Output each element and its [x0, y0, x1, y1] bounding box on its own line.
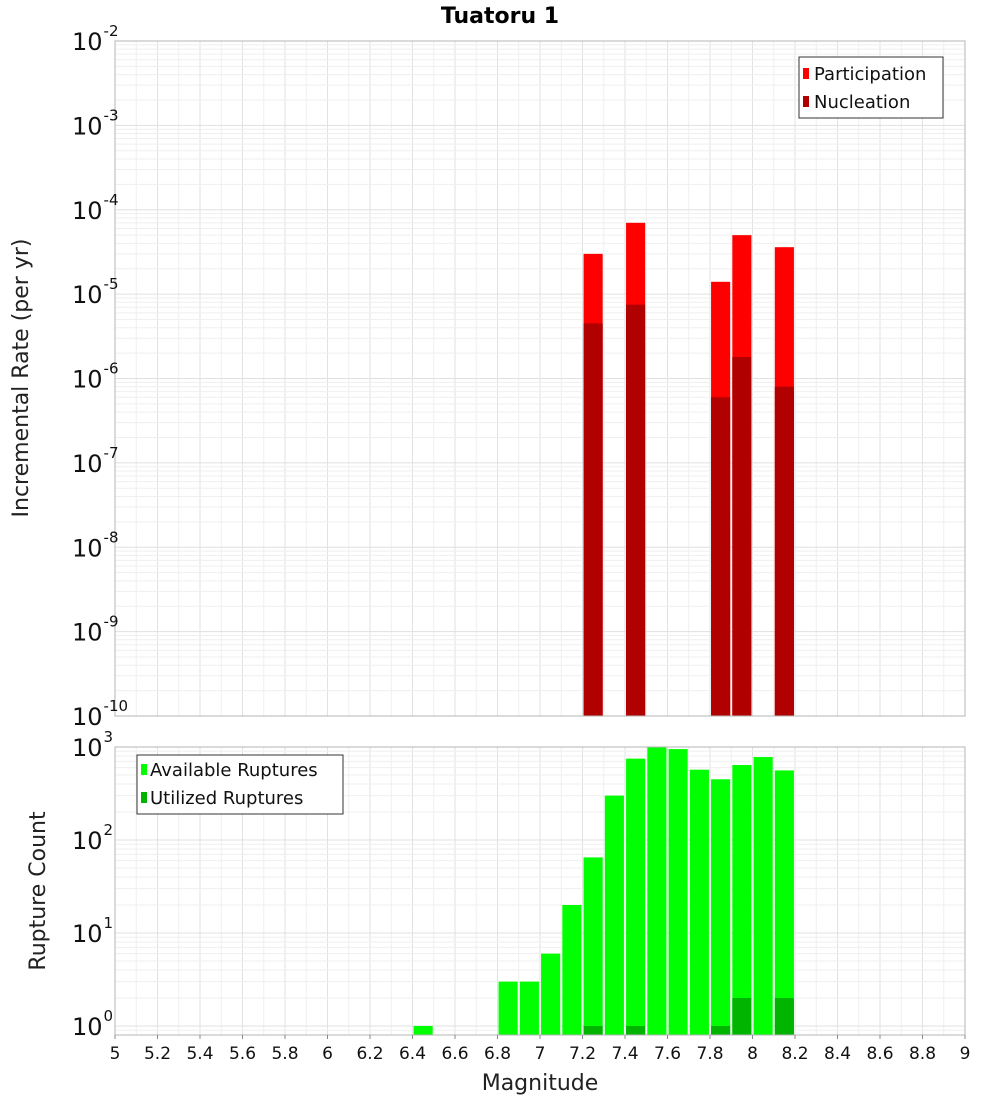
bottom-bar-a — [498, 981, 518, 1035]
bottom-bar-b — [583, 1025, 603, 1035]
top-bar-b — [711, 397, 731, 716]
x-tick-label: 5.2 — [144, 1044, 171, 1064]
x-tick-label: 7.4 — [611, 1044, 638, 1064]
x-tick-label: 8.8 — [909, 1044, 936, 1064]
bottom-bar-a — [413, 1025, 433, 1035]
bottom-bar-a — [583, 857, 603, 1035]
bottom-y-tick-label: 103 — [72, 728, 113, 762]
x-tick-label: 7.2 — [569, 1044, 596, 1064]
x-tick-label: 5.8 — [271, 1044, 298, 1064]
bottom-legend: Available Ruptures Utilized Ruptures — [136, 754, 344, 815]
bottom-bar-a — [668, 749, 688, 1035]
bottom-y-tick-label: 101 — [72, 914, 113, 948]
top-y-tick-label: 10-4 — [72, 191, 119, 225]
bottom-bar-a — [519, 981, 539, 1035]
top-plot: 10-10 10-9 10-8 10-7 10-6 10-5 10-4 10-3 10-2 In… — [9, 22, 966, 731]
bottom-bar-a — [689, 769, 709, 1035]
bottom-plot: 100 101 102 103 5 5.2 5.4 5.6 5.8 6 6.2 6.4 6.6 6.8 7… — [26, 728, 970, 1096]
bottom-bar-a — [647, 747, 667, 1035]
bottom-y-tick-label: 102 — [72, 821, 113, 855]
top-bars — [583, 222, 794, 716]
bottom-bar-a — [604, 795, 624, 1035]
bottom-y-tick-label: 100 — [72, 1007, 113, 1041]
legend-label-nucleation: Nucleation — [814, 92, 910, 113]
legend-swatch-nucleation — [803, 96, 809, 107]
bottom-bar-b — [774, 997, 794, 1035]
x-tick-label: 7.8 — [696, 1044, 723, 1064]
top-y-tick-label: 10-10 — [72, 697, 128, 731]
x-tick-label: 8.2 — [781, 1044, 808, 1064]
x-tick-label: 6.4 — [399, 1044, 426, 1064]
bottom-bar-a — [753, 757, 773, 1035]
legend-label-available: Available Ruptures — [150, 760, 318, 781]
top-y-tick-label: 10-5 — [72, 275, 119, 309]
top-y-tick-label: 10-6 — [72, 360, 119, 394]
top-bar-b — [732, 356, 752, 716]
top-gridlines — [114, 40, 966, 717]
x-tick-label: 8.4 — [824, 1044, 851, 1064]
top-y-tick-label: 10-9 — [72, 613, 119, 647]
x-tick-label: 5.6 — [229, 1044, 256, 1064]
chart-title: Tuatoru 1 — [441, 4, 559, 29]
x-tick-label: 6.2 — [356, 1044, 383, 1064]
bottom-bar-a — [541, 953, 561, 1035]
top-legend-box — [798, 56, 944, 119]
bottom-bar-a — [774, 770, 794, 1035]
bottom-bar-b — [626, 1025, 646, 1035]
legend-swatch-available — [141, 764, 147, 775]
bottom-bar-a — [732, 765, 752, 1035]
legend-label-utilized: Utilized Ruptures — [150, 788, 303, 809]
top-plot-frame — [114, 40, 966, 717]
x-tick-labels: 5 5.2 5.4 5.6 5.8 6 6.2 6.4 6.6 6.8 7 7.2 7.4 7.6 7.8 8… — [110, 1035, 971, 1064]
bottom-y-ticks: 100 101 102 103 — [72, 728, 113, 1041]
bottom-bar-b — [711, 1025, 731, 1035]
x-tick-label: 7 — [535, 1044, 546, 1064]
bottom-bars — [413, 747, 794, 1035]
bottom-bar-b — [732, 997, 752, 1035]
x-tick-label: 5.4 — [186, 1044, 213, 1064]
bottom-y-axis-label: Rupture Count — [26, 811, 51, 971]
top-y-axis-label: Incremental Rate (per yr) — [9, 239, 34, 518]
top-bar-b — [774, 386, 794, 716]
bottom-bar-a — [711, 779, 731, 1035]
x-tick-label: 6 — [322, 1044, 333, 1064]
x-tick-label: 8.6 — [866, 1044, 893, 1064]
top-bar-b — [583, 323, 603, 716]
top-legend: Participation Nucleation — [798, 56, 944, 119]
bottom-legend-box — [136, 754, 344, 815]
legend-swatch-participation — [803, 68, 809, 79]
top-y-tick-label: 10-8 — [72, 528, 119, 562]
bottom-bar-a — [626, 758, 646, 1035]
x-tick-label: 7.6 — [654, 1044, 681, 1064]
x-tick-label: 5 — [110, 1044, 121, 1064]
legend-label-participation: Participation — [814, 64, 926, 85]
top-y-tick-label: 10-7 — [72, 444, 119, 478]
bottom-bar-a — [562, 904, 582, 1035]
x-tick-label: 6.8 — [484, 1044, 511, 1064]
x-tick-label: 6.6 — [441, 1044, 468, 1064]
legend-swatch-utilized — [141, 792, 147, 803]
x-tick-label: 8 — [747, 1044, 758, 1064]
x-axis-label: Magnitude — [482, 1071, 599, 1096]
top-y-tick-label: 10-2 — [72, 22, 119, 56]
top-bar-b — [626, 304, 646, 716]
top-y-tick-label: 10-3 — [72, 106, 119, 140]
x-tick-label: 9 — [960, 1044, 971, 1064]
top-y-ticks: 10-10 10-9 10-8 10-7 10-6 10-5 10-4 10-3 10-2 — [72, 22, 128, 731]
